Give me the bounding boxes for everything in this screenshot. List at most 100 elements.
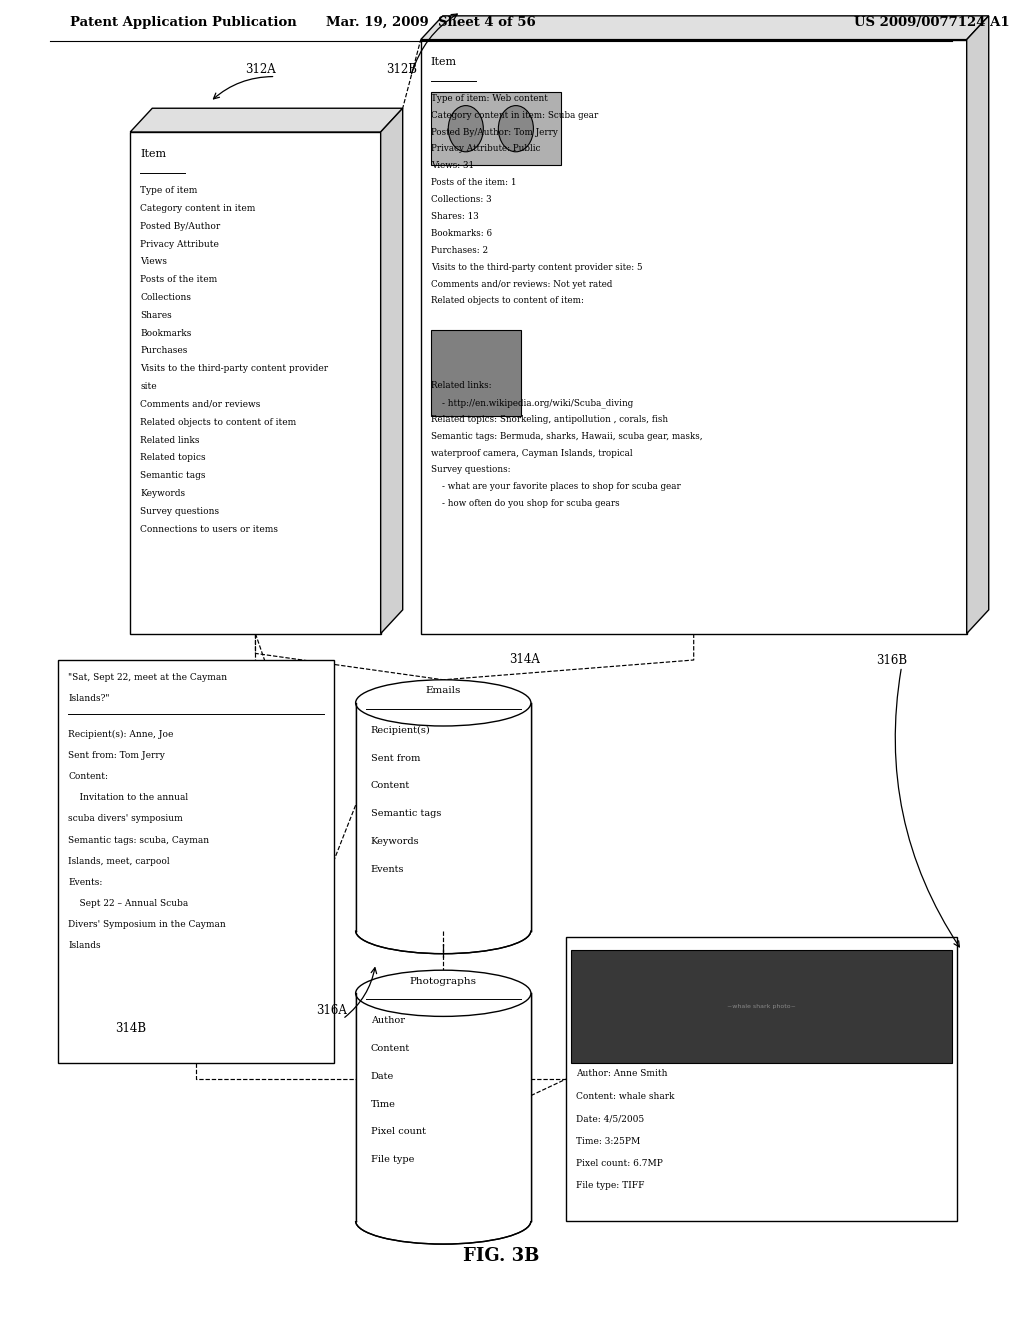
Text: Posted By/Author: Tom Jerry: Posted By/Author: Tom Jerry — [431, 128, 558, 136]
Text: ~whale shark photo~: ~whale shark photo~ — [727, 1005, 796, 1008]
Text: Type of item: Web content: Type of item: Web content — [431, 94, 548, 103]
Text: 316B: 316B — [877, 653, 907, 667]
Ellipse shape — [355, 970, 530, 1016]
Text: Posts of the item: 1: Posts of the item: 1 — [431, 178, 516, 187]
Text: Date: 4/5/2005: Date: 4/5/2005 — [577, 1114, 644, 1123]
Text: Posted By/Author: Posted By/Author — [140, 222, 220, 231]
Text: - how often do you shop for scuba gears: - how often do you shop for scuba gears — [431, 499, 620, 508]
Text: 312A: 312A — [246, 62, 276, 75]
Text: Type of item: Type of item — [140, 186, 198, 195]
Text: Pixel count: 6.7MP: Pixel count: 6.7MP — [577, 1159, 663, 1168]
Text: US 2009/0077124 A1: US 2009/0077124 A1 — [854, 16, 1010, 29]
Text: Islands?": Islands?" — [69, 694, 110, 704]
Text: Category content in item: Category content in item — [140, 205, 256, 213]
Text: Author: Author — [371, 1016, 404, 1026]
Text: Content:: Content: — [69, 772, 109, 781]
Text: Events: Events — [371, 865, 404, 874]
Text: Survey questions: Survey questions — [140, 507, 219, 516]
Text: Keywords: Keywords — [371, 837, 419, 846]
Text: Sept 22 – Annual Scuba: Sept 22 – Annual Scuba — [69, 899, 188, 908]
Text: Item: Item — [140, 149, 166, 160]
Text: 312B: 312B — [386, 62, 417, 75]
Text: Category content in item: Scuba gear: Category content in item: Scuba gear — [431, 111, 598, 120]
Ellipse shape — [499, 106, 534, 152]
Text: Comments and/or reviews: Comments and/or reviews — [140, 400, 261, 409]
Text: Recipient(s): Anne, Joe: Recipient(s): Anne, Joe — [69, 730, 173, 739]
Text: Date: Date — [371, 1072, 394, 1081]
Text: Author: Anne Smith: Author: Anne Smith — [577, 1069, 668, 1078]
Text: Invitation to the annual: Invitation to the annual — [69, 793, 188, 803]
Text: Content: Content — [371, 1044, 410, 1053]
Polygon shape — [421, 16, 989, 40]
Text: 314B: 314B — [116, 1022, 146, 1035]
Text: Events:: Events: — [69, 878, 102, 887]
Text: Privacy Attribute: Privacy Attribute — [140, 240, 219, 248]
Text: Shares: 13: Shares: 13 — [431, 213, 478, 220]
Polygon shape — [381, 108, 402, 634]
Bar — [571, 950, 951, 1063]
Text: Related objects to content of item:: Related objects to content of item: — [431, 297, 584, 305]
Text: Mar. 19, 2009  Sheet 4 of 56: Mar. 19, 2009 Sheet 4 of 56 — [326, 16, 536, 29]
Text: Islands: Islands — [69, 941, 100, 950]
Text: Emails: Emails — [426, 686, 461, 696]
Text: Privacy Attribute: Public: Privacy Attribute: Public — [431, 144, 541, 153]
Bar — [355, 993, 530, 1221]
Text: Visits to the third-party content provider: Visits to the third-party content provid… — [140, 364, 329, 374]
Bar — [431, 330, 521, 416]
Text: Recipient(s): Recipient(s) — [371, 726, 430, 735]
Text: Views: Views — [140, 257, 167, 267]
Text: Survey questions:: Survey questions: — [431, 466, 510, 474]
Text: site: site — [140, 383, 157, 391]
Text: File type: File type — [371, 1155, 414, 1164]
Text: Bookmarks: Bookmarks — [140, 329, 191, 338]
Text: 316A: 316A — [316, 1003, 347, 1016]
Bar — [355, 704, 530, 931]
Text: Posts of the item: Posts of the item — [140, 276, 217, 284]
Text: Collections: Collections — [140, 293, 191, 302]
Text: Semantic tags: Semantic tags — [371, 809, 441, 818]
Text: 314A: 314A — [509, 652, 540, 665]
Text: - what are your favorite places to shop for scuba gear: - what are your favorite places to shop … — [431, 482, 681, 491]
Text: Patent Application Publication: Patent Application Publication — [70, 16, 297, 29]
Text: Islands, meet, carpool: Islands, meet, carpool — [69, 857, 170, 866]
Polygon shape — [967, 16, 989, 634]
Text: Sent from: Tom Jerry: Sent from: Tom Jerry — [69, 751, 165, 760]
Bar — [58, 660, 334, 1063]
Text: Purchases: 2: Purchases: 2 — [431, 246, 487, 255]
Text: Sent from: Sent from — [371, 754, 420, 763]
Text: Photographs: Photographs — [410, 977, 477, 986]
Text: Keywords: Keywords — [140, 490, 185, 498]
Text: Time: Time — [371, 1100, 395, 1109]
Text: Content: whale shark: Content: whale shark — [577, 1092, 675, 1101]
Text: File type: TIFF: File type: TIFF — [577, 1181, 644, 1191]
Text: Semantic tags: Bermuda, sharks, Hawaii, scuba gear, masks,: Semantic tags: Bermuda, sharks, Hawaii, … — [431, 432, 702, 441]
Bar — [431, 92, 561, 165]
Text: Comments and/or reviews: Not yet rated: Comments and/or reviews: Not yet rated — [431, 280, 612, 289]
Ellipse shape — [355, 680, 530, 726]
Text: Collections: 3: Collections: 3 — [431, 195, 492, 205]
Text: Related links:: Related links: — [431, 381, 492, 389]
Text: Related topics: Related topics — [140, 454, 206, 462]
Text: "Sat, Sept 22, meet at the Cayman: "Sat, Sept 22, meet at the Cayman — [69, 673, 227, 682]
Text: Item: Item — [431, 57, 457, 67]
Text: Pixel count: Pixel count — [371, 1127, 426, 1137]
Text: Related objects to content of item: Related objects to content of item — [140, 417, 297, 426]
Text: Connections to users or items: Connections to users or items — [140, 524, 279, 533]
Text: Visits to the third-party content provider site: 5: Visits to the third-party content provid… — [431, 263, 642, 272]
Text: Semantic tags: Semantic tags — [140, 471, 206, 480]
Text: Related links: Related links — [140, 436, 200, 445]
Text: Shares: Shares — [140, 312, 172, 319]
Ellipse shape — [449, 106, 483, 152]
Text: Related topics: Snorkeling, antipollution , corals, fish: Related topics: Snorkeling, antipollutio… — [431, 414, 668, 424]
Text: scuba divers' symposium: scuba divers' symposium — [69, 814, 183, 824]
Bar — [566, 937, 956, 1221]
Text: Views: 31: Views: 31 — [431, 161, 474, 170]
Text: Bookmarks: 6: Bookmarks: 6 — [431, 228, 492, 238]
Text: Time: 3:25PM: Time: 3:25PM — [577, 1137, 640, 1146]
Text: Semantic tags: scuba, Cayman: Semantic tags: scuba, Cayman — [69, 836, 209, 845]
Text: FIG. 3B: FIG. 3B — [463, 1247, 539, 1266]
Text: - http://en.wikipedia.org/wiki/Scuba_diving: - http://en.wikipedia.org/wiki/Scuba_div… — [431, 397, 633, 408]
Polygon shape — [130, 108, 402, 132]
Text: Content: Content — [371, 781, 410, 791]
Text: Divers' Symposium in the Cayman: Divers' Symposium in the Cayman — [69, 920, 226, 929]
